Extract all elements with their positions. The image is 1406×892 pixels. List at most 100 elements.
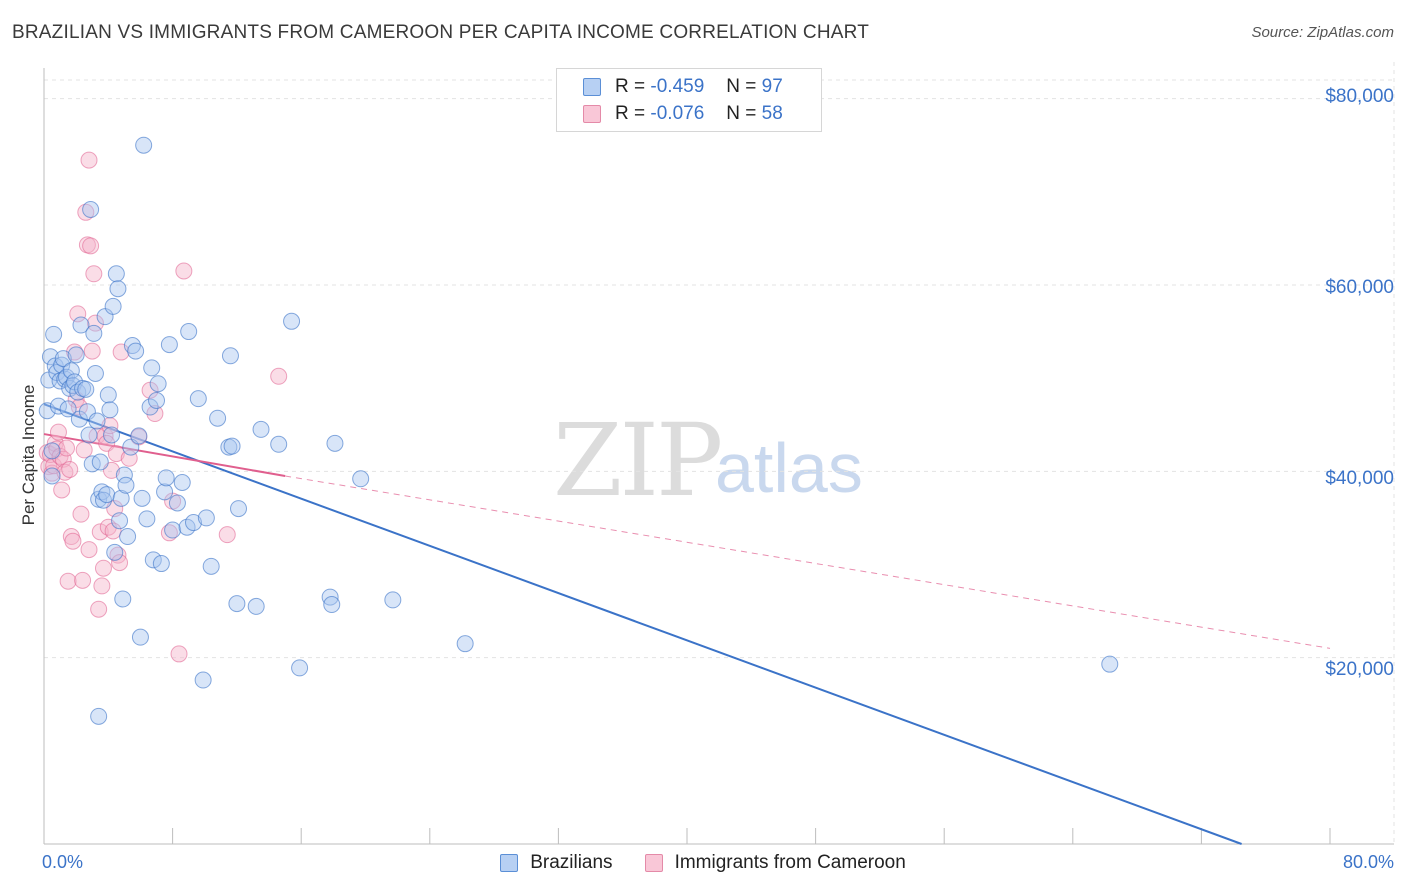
data-point-brazilians (456, 635, 474, 653)
data-point-brazilians (85, 324, 103, 342)
data-point-brazilians (72, 316, 90, 334)
legend-item-brazilians[interactable]: Brazilians (500, 852, 613, 874)
data-point-brazilians (197, 509, 215, 527)
data-point-brazilians (86, 364, 104, 382)
data-point-cameroon (74, 571, 92, 589)
data-point-cameroon (85, 265, 103, 283)
data-point-brazilians (111, 512, 129, 530)
data-point-cameroon (93, 577, 111, 595)
data-point-brazilians (38, 402, 56, 420)
data-point-cameroon (94, 559, 112, 577)
y-tick-label: $20,000 (1325, 659, 1394, 680)
data-point-brazilians (119, 528, 137, 546)
data-point-brazilians (130, 427, 148, 445)
data-point-brazilians (252, 420, 270, 438)
watermark-zip: ZIP (553, 402, 723, 519)
data-point-brazilians (80, 426, 98, 444)
data-point-brazilians (326, 434, 344, 452)
data-point-brazilians (59, 400, 77, 418)
data-point-cameroon (104, 522, 122, 540)
data-point-cameroon (72, 505, 90, 523)
data-point-brazilians (270, 435, 288, 453)
legend-n-label: N = (726, 103, 757, 124)
data-point-brazilians (173, 473, 191, 491)
data-point-brazilians (90, 707, 108, 725)
legend-label-brazilians: Brazilians (530, 852, 613, 873)
data-point-cameroon (77, 203, 95, 221)
watermark-atlas: atlas (715, 429, 863, 507)
legend-swatch-pink (583, 105, 601, 123)
axes (43, 68, 1394, 845)
data-point-brazilians (131, 628, 149, 646)
data-point-brazilians (91, 453, 109, 471)
data-point-brazilians (160, 336, 178, 354)
legend-n-value: 58 (761, 103, 783, 124)
source-label: Source: ZipAtlas.com (1251, 24, 1394, 41)
data-point-brazilians (189, 390, 207, 408)
data-point-brazilians (43, 442, 61, 460)
data-point-cameroon (80, 151, 98, 169)
y-tick-label: $60,000 (1325, 277, 1394, 298)
data-point-brazilians (283, 312, 301, 330)
data-point-brazilians (99, 386, 117, 404)
data-point-brazilians (77, 380, 95, 398)
data-point-brazilians (230, 500, 248, 518)
data-point-brazilians (94, 491, 112, 509)
series-legend: Brazilians Immigrants from Cameroon (0, 852, 1406, 874)
data-point-brazilians (45, 325, 63, 343)
data-point-brazilians (101, 401, 119, 419)
x-tick-label-min: 0.0% (42, 852, 84, 872)
legend-r-label: R = (615, 103, 646, 124)
legend-swatch-blue (500, 854, 519, 872)
data-point-brazilians (168, 494, 186, 512)
data-point-cameroon (53, 481, 71, 499)
data-point-brazilians (123, 337, 141, 355)
data-point-cameroon (58, 439, 76, 457)
data-point-brazilians (141, 398, 159, 416)
legend-r-label: R = (615, 76, 646, 97)
data-point-brazilians (1101, 655, 1119, 673)
data-point-brazilians (291, 659, 309, 677)
data-point-brazilians (127, 342, 145, 360)
data-point-brazilians (247, 597, 265, 615)
data-point-cameroon (170, 645, 188, 663)
data-point-brazilians (148, 392, 166, 410)
data-point-brazilians (223, 437, 241, 455)
legend-item-cameroon[interactable]: Immigrants from Cameroon (644, 852, 906, 874)
data-point-brazilians (194, 671, 212, 689)
data-point-cameroon (160, 524, 178, 542)
data-point-cameroon (82, 237, 100, 255)
data-point-brazilians (157, 469, 175, 487)
data-point-brazilians (104, 297, 122, 315)
data-point-cameroon (218, 526, 236, 544)
data-point-brazilians (228, 595, 246, 613)
data-point-brazilians (54, 350, 72, 368)
data-point-cameroon (83, 342, 101, 360)
data-point-cameroon (175, 262, 193, 280)
data-point-cameroon (91, 523, 109, 541)
data-point-cameroon (75, 441, 93, 459)
y-axis-label: Per Capita Income (19, 384, 38, 526)
data-point-brazilians (138, 510, 156, 528)
data-point-brazilians (117, 476, 135, 494)
data-point-cameroon (59, 572, 77, 590)
data-point-cameroon (270, 367, 288, 385)
legend-n-label: N = (726, 76, 757, 97)
data-point-brazilians (143, 359, 161, 377)
data-point-brazilians (323, 596, 341, 614)
legend-row-brazilians: R = -0.459 N = 97 (583, 75, 783, 99)
data-point-brazilians (384, 591, 402, 609)
data-point-brazilians (112, 489, 130, 507)
data-point-brazilians (114, 590, 132, 608)
legend-swatch-blue (583, 78, 601, 96)
data-point-brazilians (43, 467, 61, 485)
data-point-cameroon (69, 305, 87, 323)
data-point-brazilians (67, 346, 85, 364)
y-tick-label: $40,000 (1325, 468, 1394, 489)
data-point-brazilians (98, 486, 116, 504)
data-point-brazilians (49, 397, 67, 415)
data-point-cameroon (80, 541, 98, 559)
data-point-brazilians (106, 543, 124, 561)
data-point-cameroon (111, 554, 129, 572)
